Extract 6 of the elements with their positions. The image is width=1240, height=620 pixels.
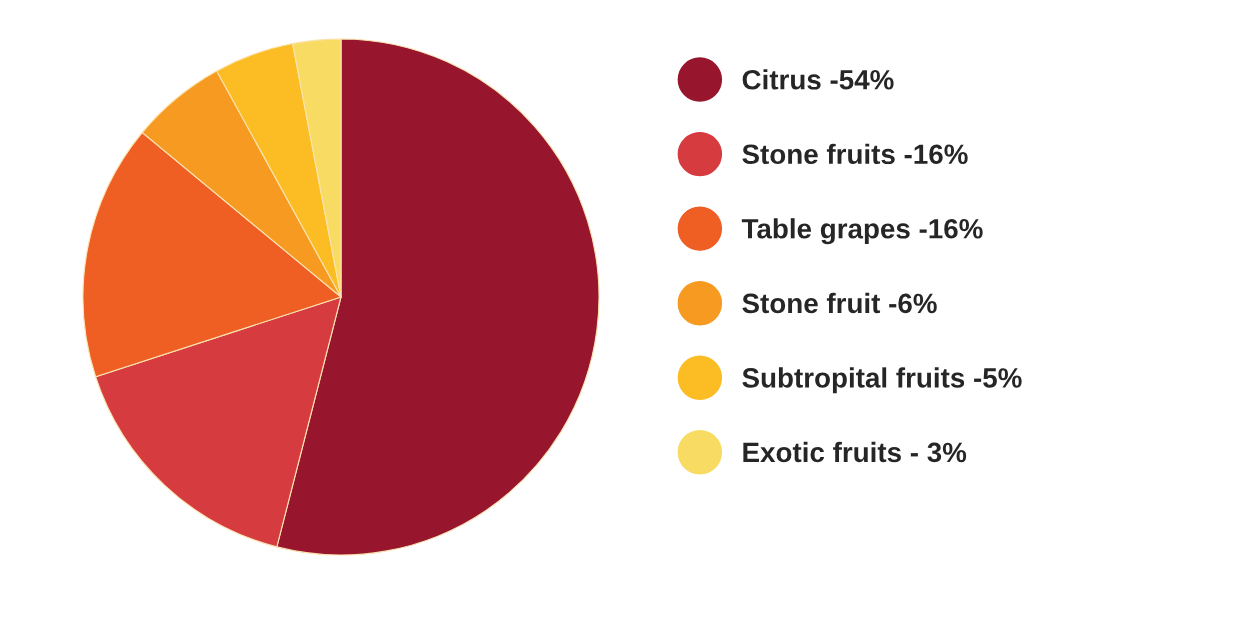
legend-label: Table grapes -16% [741, 218, 983, 245]
legend-label: Subtropital fruits -5% [742, 367, 1022, 394]
legend-label: Stone fruits -16% [742, 143, 968, 165]
legend-label: Exotic fruits - 3% [743, 441, 967, 463]
legend-label: Stone fruit -6% [742, 292, 937, 314]
legend-label: Citrus -54% [742, 69, 894, 90]
